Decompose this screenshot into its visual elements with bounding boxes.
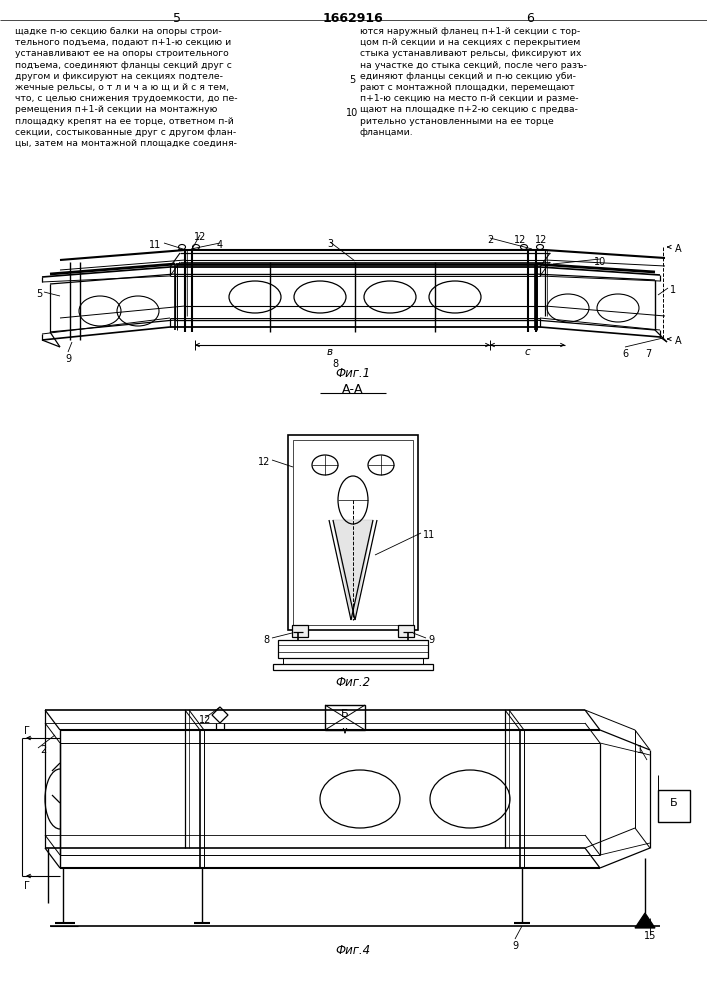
Text: A: A xyxy=(675,244,682,254)
Text: 8: 8 xyxy=(264,635,270,645)
Text: Фиг.4: Фиг.4 xyxy=(335,944,370,957)
Bar xyxy=(658,790,690,822)
Text: 3: 3 xyxy=(327,239,333,249)
Text: 1: 1 xyxy=(637,745,643,755)
Text: рают с монтажной площадки, перемещают: рают с монтажной площадки, перемещают xyxy=(360,83,575,92)
Text: фланцами.: фланцами. xyxy=(360,128,414,137)
Text: 10: 10 xyxy=(346,108,358,118)
Text: 9: 9 xyxy=(65,354,71,364)
Text: Б: Б xyxy=(341,709,349,719)
Text: другом и фиксируют на секциях подтеле-: другом и фиксируют на секциях подтеле- xyxy=(15,72,223,81)
Text: единяют фланцы секций и п-ю секцию уби-: единяют фланцы секций и п-ю секцию уби- xyxy=(360,72,576,81)
Text: ремещения п+1-й секции на монтажную: ремещения п+1-й секции на монтажную xyxy=(15,105,217,114)
Text: Г: Г xyxy=(24,726,30,736)
Text: Г: Г xyxy=(24,881,30,891)
Text: 5: 5 xyxy=(36,289,42,299)
Polygon shape xyxy=(635,913,655,928)
Text: 11: 11 xyxy=(423,530,436,540)
Text: ются наружный фланец п+1-й секции с тор-: ются наружный фланец п+1-й секции с тор- xyxy=(360,27,580,36)
Text: на участке до стыка секций, после чего разъ-: на участке до стыка секций, после чего р… xyxy=(360,61,587,70)
Text: 15: 15 xyxy=(644,931,656,941)
Text: 5: 5 xyxy=(173,12,181,25)
Polygon shape xyxy=(333,520,373,620)
Bar xyxy=(288,435,418,630)
Text: щают на площадке п+2-ю секцию с предва-: щают на площадке п+2-ю секцию с предва- xyxy=(360,105,578,114)
Text: 6: 6 xyxy=(526,12,534,25)
Text: в: в xyxy=(327,347,333,357)
Bar xyxy=(292,625,308,637)
Text: 1: 1 xyxy=(670,285,676,295)
Text: 9: 9 xyxy=(512,941,518,951)
Text: 11: 11 xyxy=(149,240,161,250)
Text: Фиг.2: Фиг.2 xyxy=(335,676,370,689)
Text: 5: 5 xyxy=(349,75,355,85)
Text: с: с xyxy=(524,347,530,357)
Text: 4: 4 xyxy=(217,240,223,250)
Text: устанавливают ее на опоры строительного: устанавливают ее на опоры строительного xyxy=(15,49,229,58)
Text: 2: 2 xyxy=(487,235,493,245)
Text: Б: Б xyxy=(670,798,678,808)
Bar xyxy=(273,664,433,670)
Text: жечные рельсы, о т л и ч а ю щ и й с я тем,: жечные рельсы, о т л и ч а ю щ и й с я т… xyxy=(15,83,229,92)
Text: А-А: А-А xyxy=(342,383,363,396)
Bar xyxy=(293,440,413,625)
Text: 2: 2 xyxy=(40,745,46,755)
Polygon shape xyxy=(212,707,228,723)
Text: 12: 12 xyxy=(535,235,547,245)
Text: стыка устанавливают рельсы, фиксируют их: стыка устанавливают рельсы, фиксируют их xyxy=(360,49,581,58)
Bar xyxy=(278,640,428,658)
Text: Фиг.1: Фиг.1 xyxy=(335,367,370,380)
Text: 8: 8 xyxy=(332,359,338,369)
Text: A: A xyxy=(675,336,682,346)
Text: 12: 12 xyxy=(199,715,211,725)
Text: секции, состыкованные друг с другом флан-: секции, состыкованные друг с другом флан… xyxy=(15,128,236,137)
Text: площадку крепят на ее торце, ответном п-й: площадку крепят на ее торце, ответном п-… xyxy=(15,117,234,126)
Text: 12: 12 xyxy=(194,232,206,242)
Text: рительно установленными на ее торце: рительно установленными на ее торце xyxy=(360,117,554,126)
Text: подъема, соединяют фланцы секций друг с: подъема, соединяют фланцы секций друг с xyxy=(15,61,232,70)
Text: щадке п-ю секцию балки на опоры строи-: щадке п-ю секцию балки на опоры строи- xyxy=(15,27,222,36)
Bar xyxy=(283,658,423,664)
Text: тельного подъема, подают п+1-ю секцию и: тельного подъема, подают п+1-ю секцию и xyxy=(15,38,231,47)
Text: 10: 10 xyxy=(594,257,606,267)
Text: что, с целью снижения трудоемкости, до пе-: что, с целью снижения трудоемкости, до п… xyxy=(15,94,238,103)
Bar xyxy=(325,705,365,730)
Text: 7: 7 xyxy=(645,349,651,359)
Bar xyxy=(398,625,414,637)
Text: п+1-ю секцию на место п-й секции и разме-: п+1-ю секцию на место п-й секции и разме… xyxy=(360,94,578,103)
Text: 12: 12 xyxy=(514,235,526,245)
Text: 6: 6 xyxy=(622,349,628,359)
Text: 1662916: 1662916 xyxy=(322,12,383,25)
Text: 9: 9 xyxy=(428,635,434,645)
Text: цы, затем на монтажной площадке соединя-: цы, затем на монтажной площадке соединя- xyxy=(15,139,237,148)
Text: 12: 12 xyxy=(257,457,270,467)
Text: цом п-й секции и на секциях с перекрытием: цом п-й секции и на секциях с перекрытие… xyxy=(360,38,580,47)
